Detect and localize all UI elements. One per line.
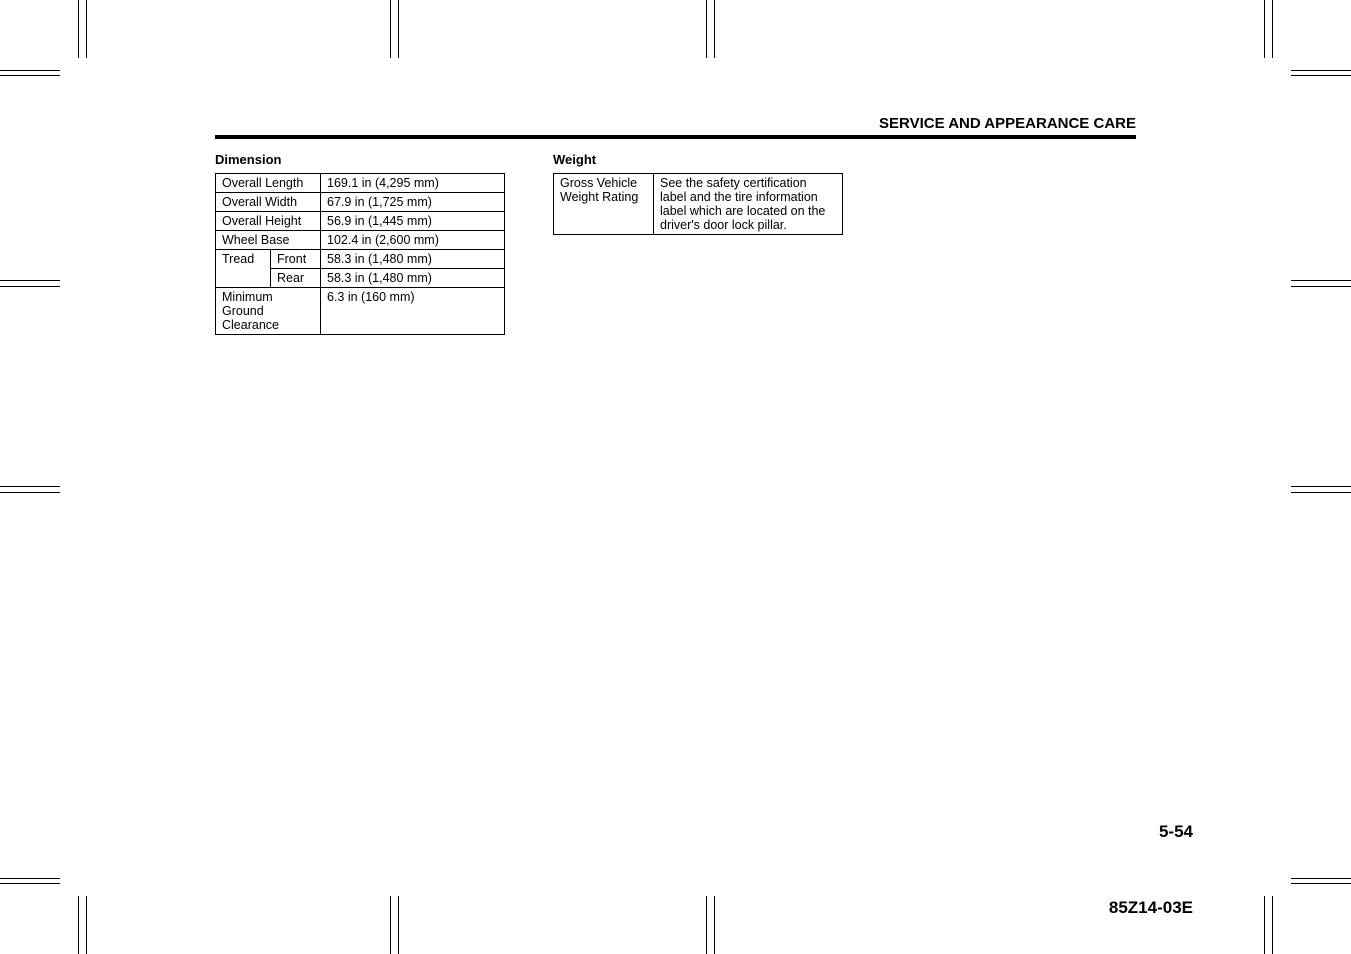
weight-title: Weight <box>553 152 843 167</box>
crop-mark <box>0 286 60 287</box>
cell-label: Minimum Ground Clearance <box>216 288 321 335</box>
table-row: Minimum Ground Clearance 6.3 in (160 mm) <box>216 288 505 335</box>
crop-mark <box>0 883 60 884</box>
crop-mark <box>0 486 60 487</box>
table-row: Overall Width 67.9 in (1,725 mm) <box>216 193 505 212</box>
table-row: Gross Vehicle Weight Rating See the safe… <box>554 174 843 235</box>
cell-label: Gross Vehicle Weight Rating <box>554 174 654 235</box>
content: Dimension Overall Length 169.1 in (4,295… <box>215 152 1136 335</box>
crop-mark <box>1291 883 1351 884</box>
crop-mark <box>1272 0 1273 58</box>
crop-mark <box>0 878 60 879</box>
crop-mark <box>1291 286 1351 287</box>
page-title: SERVICE AND APPEARANCE CARE <box>879 115 1136 132</box>
cell-value: 169.1 in (4,295 mm) <box>321 174 505 193</box>
weight-section: Weight Gross Vehicle Weight Rating See t… <box>553 152 843 335</box>
cell-value: 58.3 in (1,480 mm) <box>321 269 505 288</box>
cell-value: 56.9 in (1,445 mm) <box>321 212 505 231</box>
crop-mark <box>78 0 79 58</box>
crop-mark <box>0 75 60 76</box>
crop-mark <box>714 0 715 58</box>
cell-label: Overall Width <box>216 193 321 212</box>
cell-label: Wheel Base <box>216 231 321 250</box>
page-header: SERVICE AND APPEARANCE CARE <box>215 115 1136 139</box>
crop-mark <box>398 0 399 58</box>
dimension-title: Dimension <box>215 152 505 167</box>
dimension-table: Overall Length 169.1 in (4,295 mm) Overa… <box>215 173 505 335</box>
cell-value: 6.3 in (160 mm) <box>321 288 505 335</box>
cell-value: 58.3 in (1,480 mm) <box>321 250 505 269</box>
table-row: Tread Front 58.3 in (1,480 mm) <box>216 250 505 269</box>
crop-mark <box>1291 878 1351 879</box>
crop-mark <box>1291 486 1351 487</box>
cell-value: 67.9 in (1,725 mm) <box>321 193 505 212</box>
crop-mark <box>86 896 87 954</box>
table-row: Overall Length 169.1 in (4,295 mm) <box>216 174 505 193</box>
cell-label: Rear <box>271 269 321 288</box>
cell-label: Front <box>271 250 321 269</box>
crop-mark <box>1291 70 1351 71</box>
cell-value: 102.4 in (2,600 mm) <box>321 231 505 250</box>
crop-mark <box>706 0 707 58</box>
crop-mark <box>0 70 60 71</box>
crop-mark <box>0 492 60 493</box>
crop-mark <box>1291 492 1351 493</box>
crop-mark <box>390 896 391 954</box>
crop-mark <box>1264 0 1265 58</box>
table-row: Overall Height 56.9 in (1,445 mm) <box>216 212 505 231</box>
weight-table: Gross Vehicle Weight Rating See the safe… <box>553 173 843 235</box>
crop-mark <box>1291 280 1351 281</box>
cell-label: Overall Length <box>216 174 321 193</box>
table-row: Wheel Base 102.4 in (2,600 mm) <box>216 231 505 250</box>
cell-label: Tread <box>216 250 271 288</box>
crop-mark <box>706 896 707 954</box>
crop-mark <box>1272 896 1273 954</box>
crop-mark <box>78 896 79 954</box>
crop-mark <box>390 0 391 58</box>
footer-doc-code: 85Z14-03E <box>1109 898 1193 918</box>
dimension-section: Dimension Overall Length 169.1 in (4,295… <box>215 152 505 335</box>
crop-mark <box>1264 896 1265 954</box>
crop-mark <box>714 896 715 954</box>
crop-mark <box>398 896 399 954</box>
footer-page-number: 5-54 <box>1159 822 1193 842</box>
cell-value: See the safety certification label and t… <box>654 174 843 235</box>
crop-mark <box>1291 75 1351 76</box>
cell-label: Overall Height <box>216 212 321 231</box>
crop-mark <box>0 280 60 281</box>
crop-mark <box>86 0 87 58</box>
